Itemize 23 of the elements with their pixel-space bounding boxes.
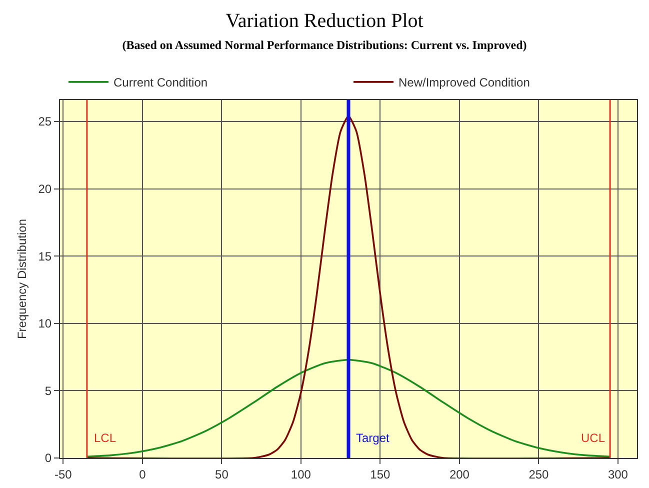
x-tick-label: 50 <box>215 467 229 482</box>
x-tick-label: 100 <box>290 467 312 482</box>
line-series <box>86 358 611 458</box>
y-tick-label: 0 <box>44 451 52 466</box>
legend-label: Current Condition <box>114 76 208 90</box>
x-tick-label: 250 <box>528 467 550 482</box>
legend-label: New/Improved Condition <box>398 76 530 90</box>
ref-line-label: UCL <box>581 431 606 445</box>
x-tick-label: 300 <box>608 467 628 482</box>
y-axis-title: Frequency Distribution <box>15 218 29 340</box>
y-tick-label: 20 <box>38 182 52 196</box>
chart-title: Variation Reduction Plot <box>226 10 424 32</box>
line-series <box>86 115 611 458</box>
x-tick-label: -50 <box>54 467 72 482</box>
chart-subtitle: (Based on Assumed Normal Performance Distributions: Current vs. Improved) <box>122 38 527 52</box>
y-tick-label: 5 <box>44 384 52 398</box>
y-tick-label: 15 <box>38 249 52 264</box>
x-tick-label: 0 <box>139 467 146 482</box>
x-tick-label: 150 <box>370 467 391 482</box>
y-tick-label: 25 <box>38 114 52 129</box>
y-tick-label: 10 <box>38 316 52 331</box>
ref-line-label: LCL <box>94 431 116 445</box>
x-tick-label: 200 <box>449 467 470 482</box>
